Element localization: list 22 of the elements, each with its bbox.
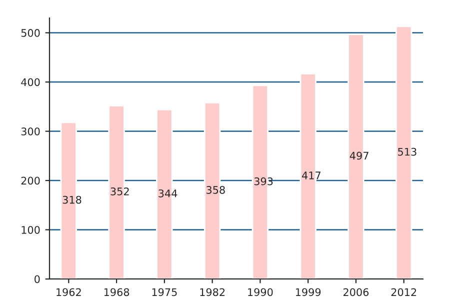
x-tick-label: 1975 (152, 288, 177, 296)
x-tick-label: 2006 (343, 288, 369, 296)
x-tick-label: 1968 (104, 288, 130, 296)
data-label: 318 (62, 196, 82, 204)
data-label: 497 (350, 152, 368, 160)
y-tick-label: 500 (21, 29, 40, 37)
data-label: 513 (398, 148, 416, 156)
x-tick-label: 2012 (391, 288, 416, 296)
x-tick-label: 1982 (200, 288, 225, 296)
data-label: 358 (206, 186, 225, 194)
y-tick-label: 300 (21, 127, 40, 136)
data-label: 393 (254, 177, 273, 186)
data-label: 344 (158, 189, 178, 198)
y-tick-label: 100 (22, 226, 40, 234)
y-tick-label: 0 (34, 275, 40, 284)
data-label: 352 (110, 187, 129, 196)
data-label: 417 (302, 172, 320, 180)
x-tick-label: 1999 (296, 288, 321, 296)
y-tick-label: 400 (21, 78, 40, 86)
x-tick-label: 1962 (56, 288, 81, 296)
x-tick-label: 1990 (248, 288, 273, 296)
y-tick-label: 200 (21, 176, 40, 185)
